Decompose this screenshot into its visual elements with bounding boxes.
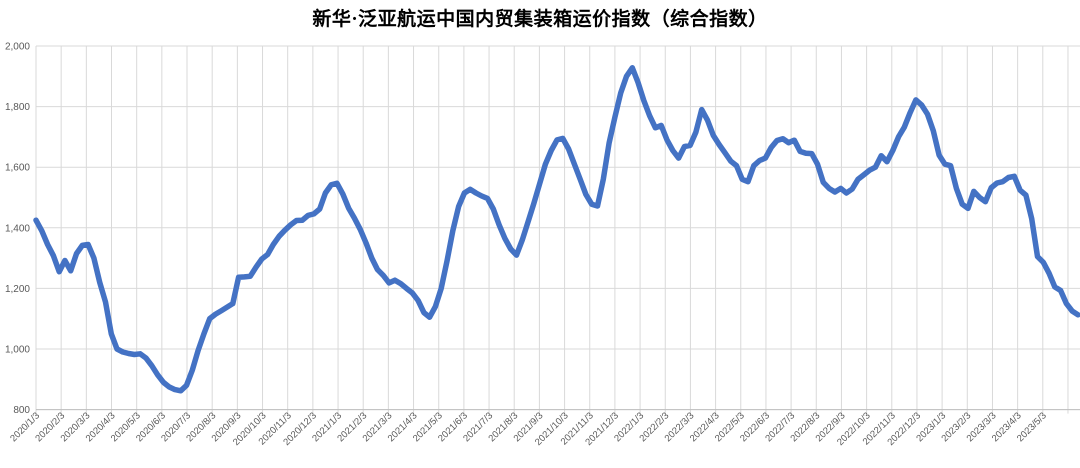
- y-tick-label: 1,400: [5, 223, 30, 234]
- y-axis-labels: 800 1,000 1,200 1,400 1,600 1,800 2,000: [5, 42, 30, 417]
- y-tick-label: 2,000: [5, 42, 30, 53]
- x-axis-labels: 2020/1/32020/2/32020/3/32020/4/32020/5/3…: [8, 410, 1049, 448]
- y-gridlines: [36, 45, 1080, 411]
- index-line: [33, 65, 1080, 394]
- y-tick-label: 1,800: [5, 102, 30, 113]
- y-tick-label: 800: [13, 405, 30, 416]
- y-tick-label: 1,000: [5, 345, 30, 356]
- y-tick-label: 1,200: [5, 284, 30, 295]
- chart-title: 新华·泛亚航运中国内贸集装箱运价指数（综合指数）: [312, 9, 768, 30]
- y-tick-label: 1,600: [5, 163, 30, 174]
